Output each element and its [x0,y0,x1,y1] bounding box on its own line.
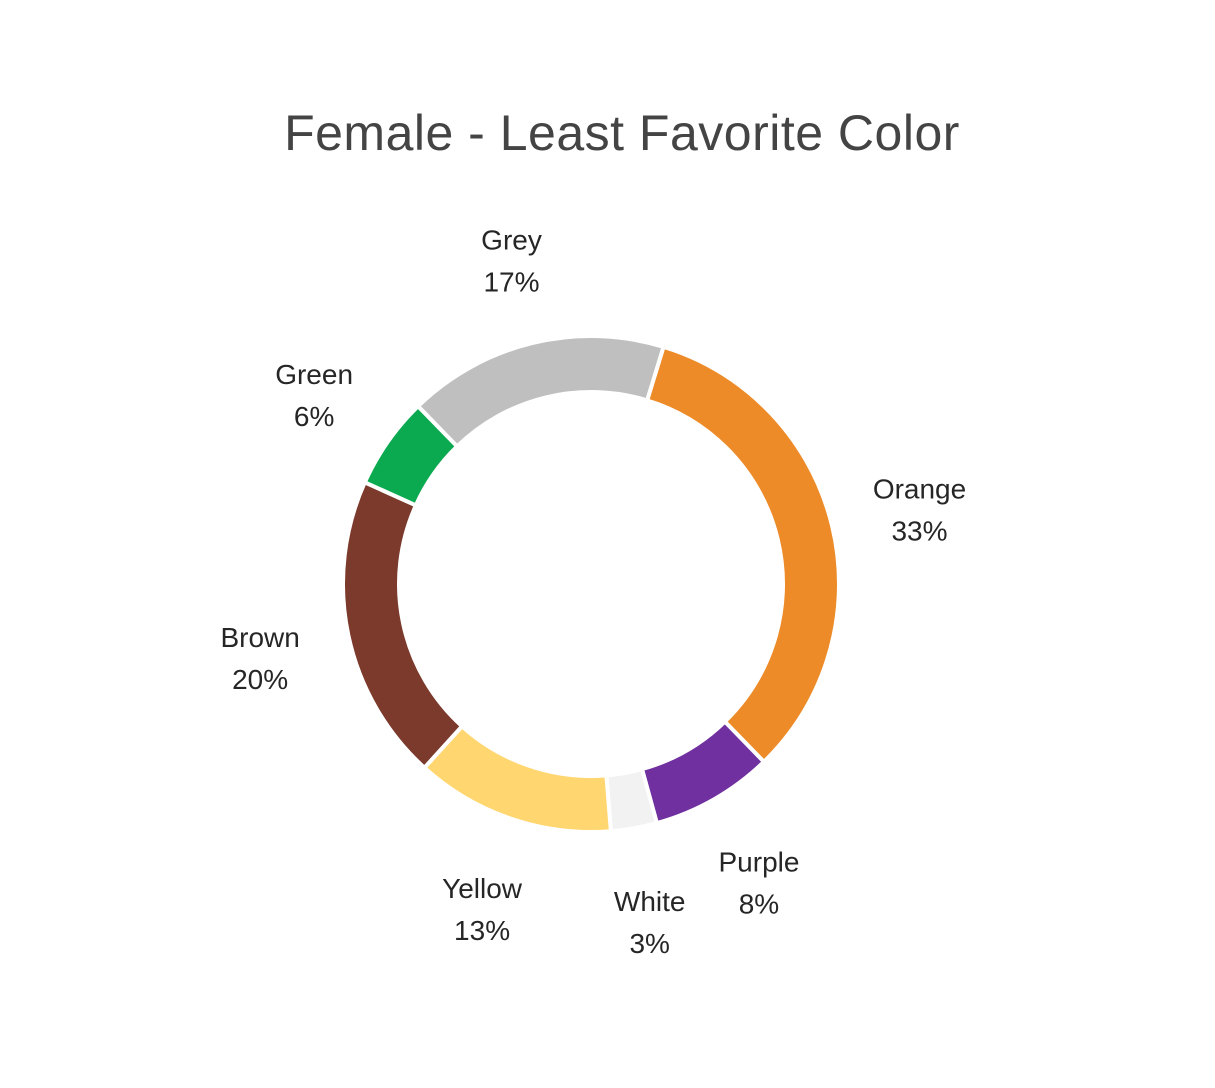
data-label-percent: 3% [629,928,669,959]
slice-yellow [421,723,614,834]
data-label-name: Brown [220,622,299,653]
data-label-white: White 3% [614,886,686,959]
data-label-name: Orange [873,474,966,505]
data-label-name: Grey [481,224,542,255]
data-label-name: White [614,886,686,917]
data-label-orange: Orange 33% [873,474,966,547]
data-label-brown: Brown 20% [220,622,299,695]
data-label-green: Green 6% [275,359,353,432]
data-label-percent: 6% [294,401,334,432]
data-label-yellow: Yellow 13% [442,873,523,946]
data-label-percent: 33% [891,516,947,547]
slice-brown [341,479,465,771]
data-label-percent: 13% [454,915,510,946]
data-label-name: Yellow [442,873,523,904]
chart-title: Female - Least Favorite Color [284,105,960,161]
labels-layer: Orange 33% Purple 8% White 3% Yellow 13% Brown 20… [220,224,966,958]
slice-orange [644,344,841,765]
slices-layer [341,334,841,834]
data-label-name: Purple [719,846,800,877]
data-label-grey: Grey 17% [481,224,542,297]
data-label-percent: 17% [483,266,539,297]
data-label-name: Green [275,359,353,390]
data-label-purple: Purple 8% [719,846,800,919]
slice-grey [415,334,667,450]
data-label-percent: 20% [232,664,288,695]
data-label-percent: 8% [739,888,779,919]
